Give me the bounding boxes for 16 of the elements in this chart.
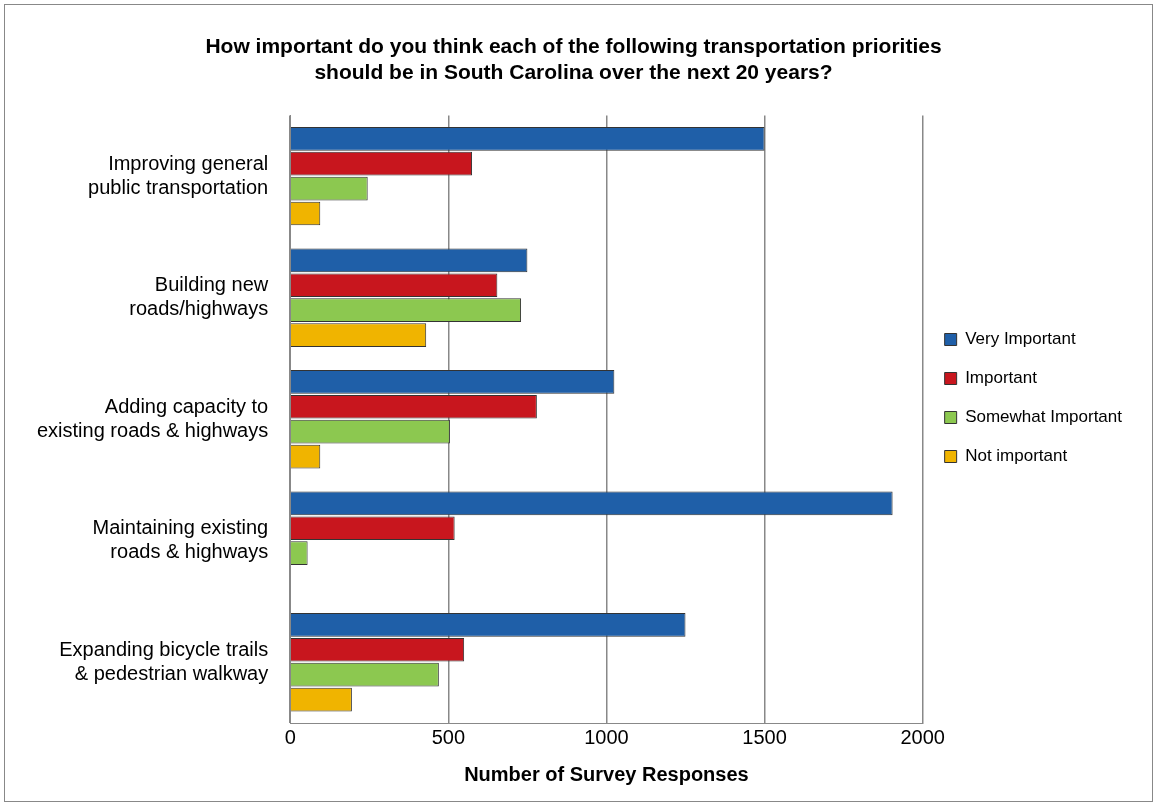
x-tick-label: 2000	[900, 725, 945, 748]
legend-label: Not important	[965, 446, 1068, 466]
x-tick-label: 1500	[742, 725, 787, 748]
chart-title: How important do you think each of the following transportation priorities should be in South Carolina over the next 20 years?	[205, 34, 942, 83]
legend-label: Somewhat Important	[965, 407, 1123, 427]
y-tick-label: Maintaining existing roads & highways	[92, 516, 269, 563]
y-tick-label: Expanding bicycle trails & pedestrian walkway	[59, 637, 269, 684]
legend-label: Important	[965, 368, 1038, 388]
x-tick-label: 500	[431, 725, 466, 748]
y-tick-label: Adding capacity to existing roads & highways	[37, 394, 269, 441]
legend-label: Very Important	[965, 329, 1076, 349]
x-axis-title: Number of Survey Responses	[464, 762, 749, 785]
y-tick-label: Improving general public transportation	[88, 151, 269, 198]
x-tick-label: 1000	[584, 725, 629, 748]
x-tick-label: 0	[284, 725, 296, 748]
y-tick-label: Building new roads/highways	[129, 273, 269, 320]
